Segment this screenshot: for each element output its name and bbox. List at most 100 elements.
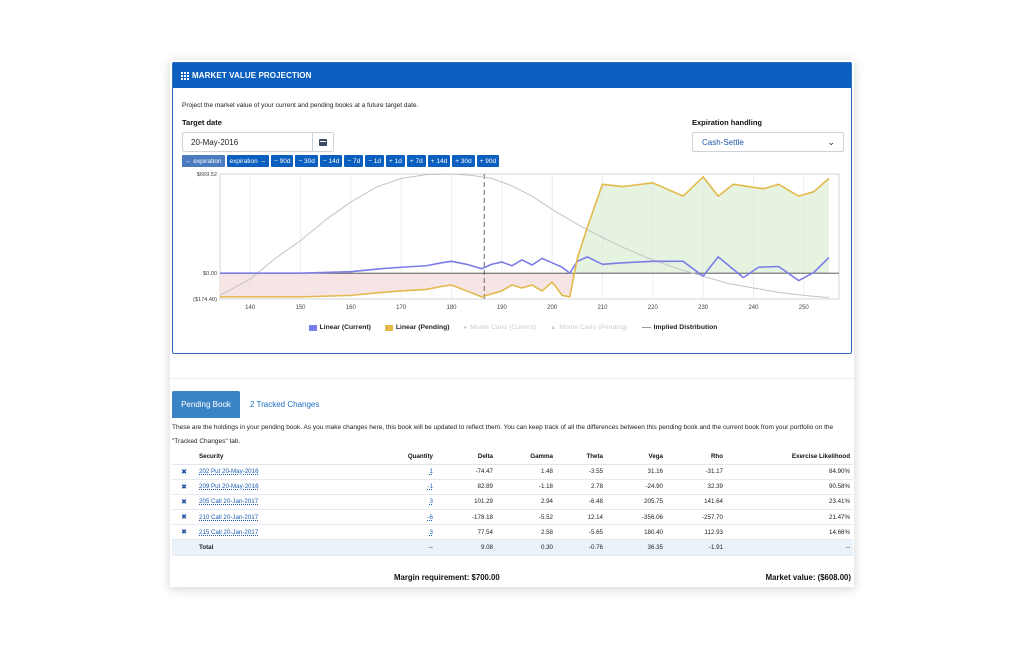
exercise-likelihood-cell: 90.58% [726, 479, 853, 495]
column-header: Security [196, 449, 346, 465]
gamma-cell: 1.48 [496, 464, 556, 480]
security-link[interactable]: 215 Call 20-Jan-2017 [199, 528, 259, 536]
security-link[interactable]: 205 Call 20-Jan-2017 [199, 498, 259, 506]
legend-monte-carlo-current[interactable]: ● Monte Carlo (Current) [464, 324, 537, 331]
implied-distribution-line [219, 173, 829, 299]
total-exercise: -- [726, 539, 853, 556]
tab-tracked-changes[interactable]: 2 Tracked Changes [250, 400, 320, 409]
column-header: Rho [666, 449, 726, 465]
margin-requirement: Margin requirement: $700.00 [394, 573, 500, 582]
rho-cell: -257.70 [666, 509, 726, 526]
total-label: Total [196, 539, 346, 556]
x-tick-label: 180 [446, 305, 457, 311]
column-header: Delta [436, 449, 496, 465]
quantity-link[interactable]: -6 [427, 513, 433, 521]
plus-14d-button[interactable]: + 14d [427, 155, 451, 167]
tab-pending-book[interactable]: Pending Book [172, 391, 240, 418]
delta-cell: -178.18 [436, 509, 496, 526]
legend-label: Implied Distribution [653, 324, 718, 331]
pending-series-line [220, 176, 830, 298]
total-quantity: -- [346, 539, 436, 556]
theta-cell: 12.14 [556, 509, 606, 526]
x-tick-label: 240 [748, 305, 759, 311]
legend-monte-carlo-pending[interactable]: ▲ Monte Carlo (Pending) [550, 324, 627, 331]
plus-90d-button[interactable]: + 90d [476, 155, 500, 167]
x-tick-label: 140 [245, 305, 256, 311]
expiration-select[interactable]: Cash-Settle ⌄ [692, 132, 844, 152]
gamma-cell: 2.94 [496, 494, 556, 511]
legend-implied-distribution[interactable]: Implied Distribution [641, 324, 718, 331]
total-rho: -1.91 [666, 539, 726, 556]
quantity-link[interactable]: 1 [429, 468, 433, 476]
theta-cell: -3.55 [556, 464, 606, 480]
column-header: Gamma [496, 449, 556, 465]
x-tick-label: 230 [698, 305, 709, 311]
minus-7d-button[interactable]: − 7d [344, 155, 364, 167]
plus-1d-button[interactable]: + 1d [386, 155, 405, 167]
calendar-button[interactable] [312, 133, 333, 151]
legend-linear-current[interactable]: Linear (Current) [308, 324, 371, 331]
close-icon[interactable]: ✖ [172, 479, 196, 495]
line-icon [641, 327, 651, 328]
rho-cell: 32.39 [666, 479, 726, 495]
close-icon[interactable]: ✖ [172, 464, 196, 480]
vega-cell: -356.06 [606, 509, 666, 526]
minus-14d-button[interactable]: − 14d [319, 155, 343, 167]
security-link[interactable]: 209 Put 20-May-2016 [199, 483, 259, 491]
rho-cell: 141.64 [666, 494, 726, 511]
calendar-icon [319, 138, 327, 146]
target-date-field[interactable]: 20-May-2016 [182, 132, 334, 152]
projection-chart: $669.52 $0.00 ($174.40) 140 150 160 170 180 190 2… [193, 172, 840, 311]
total-spacer [172, 539, 196, 556]
total-row: Total -- 9.08 0.30 -0.76 36.35 -1.91 -- [172, 539, 853, 556]
current-series-line [220, 256, 830, 282]
minus-30d-button[interactable]: − 30d [295, 155, 318, 167]
theta-cell: 2.78 [556, 479, 606, 495]
x-tick-label: 160 [346, 305, 357, 311]
minus-90d-button[interactable]: − 90d [271, 155, 294, 167]
table-row: ✖ 202 Put 20-May-2016 1 -74.47 1.48 -3.5… [172, 464, 853, 480]
total-delta: 9.08 [436, 539, 496, 556]
close-icon[interactable]: ✖ [172, 494, 196, 511]
y-tick-label: $0.00 [203, 271, 217, 277]
quantity-link[interactable]: -1 [427, 483, 433, 491]
remove-column-header [172, 449, 196, 465]
market-value: Market value: ($608.00) [765, 573, 851, 582]
exercise-likelihood-cell: 84.90% [726, 464, 853, 480]
section-divider [170, 378, 854, 379]
quantity-link[interactable]: 3 [429, 498, 433, 506]
legend-linear-pending[interactable]: Linear (Pending) [384, 324, 450, 331]
plus-30d-button[interactable]: + 30d [452, 155, 475, 167]
minus-1d-button[interactable]: − 1d [365, 155, 385, 167]
vega-cell: 31.16 [606, 464, 666, 480]
table-row: ✖ 205 Call 20-Jan-2017 3 101.29 2.94 -6.… [172, 494, 853, 511]
security-link[interactable]: 210 Call 20-Jan-2017 [199, 513, 259, 521]
close-icon[interactable]: ✖ [172, 524, 196, 541]
expiration-select-value: Cash-Settle [702, 137, 744, 147]
gamma-cell: -1.18 [496, 479, 556, 495]
gamma-cell: 2.58 [496, 524, 556, 541]
vega-cell: 180.40 [606, 524, 666, 541]
chart-legend: Linear (Current) Linear (Pending) ● Mont… [173, 324, 853, 331]
expiration-handling-label: Expiration handling [692, 118, 763, 127]
main-card: MARKET VALUE PROJECTION Project the mark… [170, 60, 854, 587]
dot-icon: ● [463, 324, 468, 331]
legend-label: Monte Carlo (Pending) [559, 324, 628, 331]
plus-7d-button[interactable]: + 7d [406, 155, 426, 167]
table-row: ✖ 215 Call 20-Jan-2017 3 77.54 2.58 -5.6… [172, 524, 853, 541]
security-link[interactable]: 202 Put 20-May-2016 [199, 468, 259, 476]
theta-cell: -6.48 [556, 494, 606, 511]
y-tick-label: $669.52 [197, 172, 217, 178]
target-date-value[interactable]: 20-May-2016 [191, 137, 239, 147]
close-icon[interactable]: ✖ [172, 509, 196, 526]
prev-expiration-button[interactable]: ← expiration [182, 155, 225, 167]
next-expiration-button[interactable]: expiration → [226, 155, 269, 167]
column-header: Vega [606, 449, 666, 465]
holdings-table: Security Quantity Delta Gamma Theta Vega… [172, 449, 853, 556]
x-tick-label: 210 [597, 305, 608, 311]
delta-cell: -74.47 [436, 464, 496, 480]
panel-title: MARKET VALUE PROJECTION [192, 71, 312, 80]
quantity-link[interactable]: 3 [429, 528, 433, 536]
exercise-likelihood-cell: 23.41% [726, 494, 853, 511]
grid-icon [181, 71, 189, 80]
